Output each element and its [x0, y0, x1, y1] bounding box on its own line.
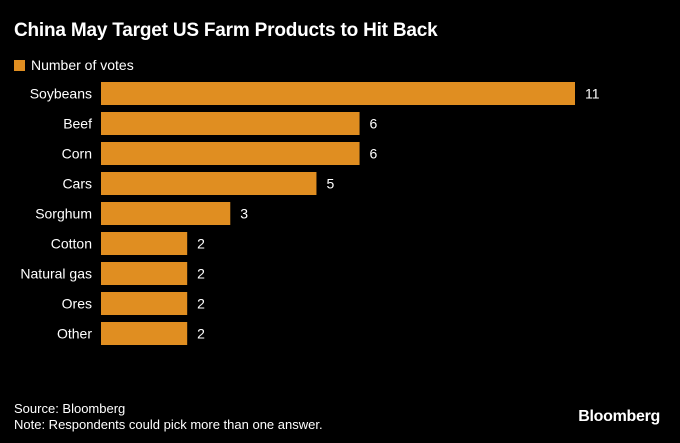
bar-corn	[101, 142, 360, 165]
category-label: Natural gas	[20, 266, 92, 282]
category-label: Soybeans	[30, 86, 92, 102]
category-label: Corn	[62, 146, 92, 162]
legend: Number of votes	[14, 57, 134, 73]
bar-soybeans	[101, 82, 575, 105]
category-label: Sorghum	[35, 206, 92, 222]
value-label: 2	[197, 296, 205, 312]
category-label: Beef	[63, 116, 92, 132]
value-label: 2	[197, 236, 205, 252]
value-label: 2	[197, 326, 205, 342]
value-label: 5	[326, 176, 334, 192]
bloomberg-logo: Bloomberg	[578, 408, 660, 425]
bar-natural-gas	[101, 262, 188, 285]
bar-cars	[101, 172, 317, 195]
value-label: 6	[370, 146, 378, 162]
category-label: Other	[57, 326, 92, 342]
category-label: Ores	[62, 296, 92, 312]
bar-sorghum	[101, 202, 231, 225]
value-label: 2	[197, 266, 205, 282]
bar-beef	[101, 112, 360, 135]
category-label: Cars	[62, 176, 92, 192]
category-label: Cotton	[51, 236, 92, 252]
legend-swatch	[14, 59, 25, 71]
chart-title: China May Target US Farm Products to Hit…	[14, 20, 438, 41]
bar-ores	[101, 292, 188, 315]
footnote: Note: Respondents could pick more than o…	[14, 417, 323, 432]
source-note: Source: Bloomberg	[14, 401, 126, 416]
value-label: 6	[370, 116, 378, 132]
bar-other	[101, 322, 188, 345]
value-label: 11	[585, 86, 600, 102]
bar-cotton	[101, 232, 188, 255]
legend-label: Number of votes	[31, 57, 134, 73]
value-label: 3	[240, 206, 248, 222]
